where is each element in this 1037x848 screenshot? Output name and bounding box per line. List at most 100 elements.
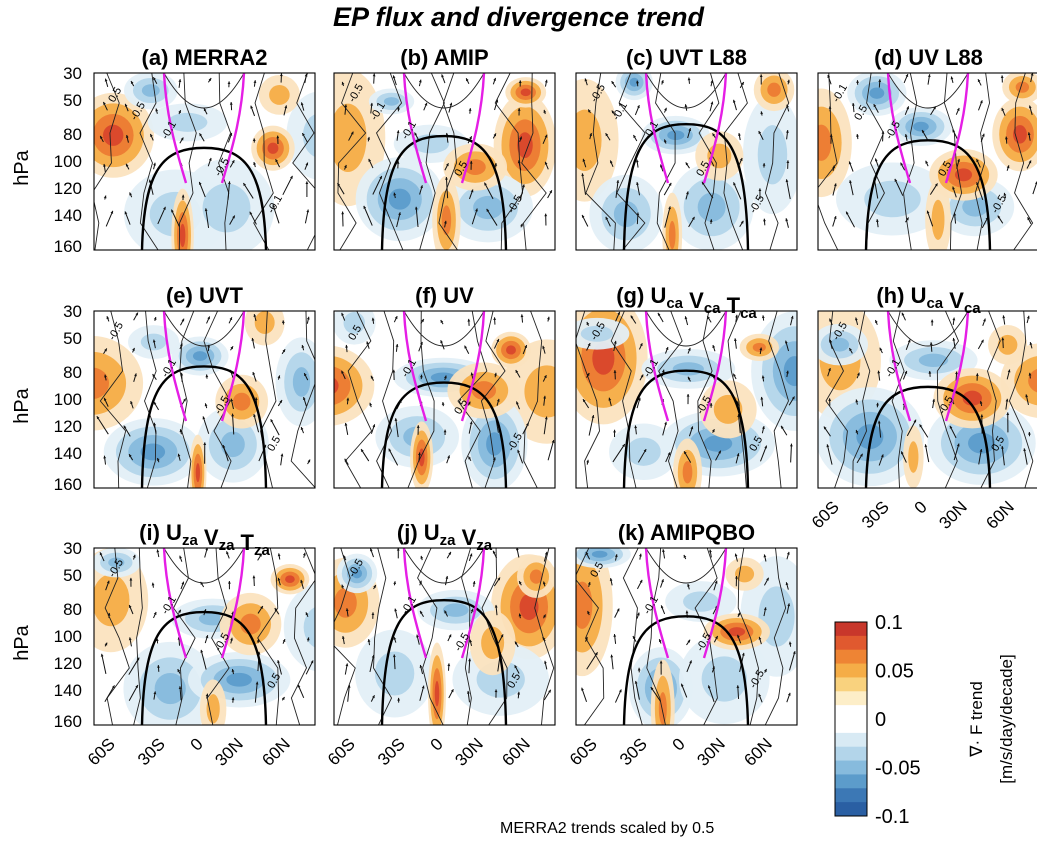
ep-flux-arrow [543,551,548,562]
ep-flux-arrow [900,451,907,463]
ep-flux-arrow [345,608,349,617]
contour-line [290,311,315,488]
ep-flux-arrow [369,654,375,673]
panel-title: (c) UVT L88 [626,45,747,70]
ep-flux-arrow [758,693,763,703]
ep-flux-arrow [132,347,135,353]
ep-flux-arrow [341,312,346,321]
ep-flux-arrow [517,108,521,116]
contour-line [375,73,404,250]
ep-flux-arrow [877,370,881,381]
ep-flux-arrow [106,316,110,322]
ep-flux-arrow [180,372,184,382]
ep-flux-arrow [178,686,182,701]
tropopause-line [622,369,750,488]
ep-flux-arrow [712,344,716,352]
ep-flux-arrow [153,162,156,170]
colorbar-unit: [m/s/day/decade] [997,654,1016,783]
ep-flux-arrow [926,210,934,227]
colorbar-tick: 0 [875,709,886,731]
ep-flux-arrow [582,158,587,168]
contour-line [658,311,683,488]
ep-flux-arrow [927,74,931,85]
ep-flux-arrow [392,369,396,381]
ep-flux-arrow [879,347,883,354]
y-tick-label: 120 [54,654,82,673]
panel-title: (g) Uca Vca Tca [616,283,757,322]
ep-flux-arrow [226,551,230,559]
ep-flux-arrow [300,426,305,434]
ep-flux-arrow [977,339,984,350]
contour-line [616,73,646,250]
ep-flux-arrow [542,581,546,587]
shading-region [244,311,285,346]
ep-flux-arrow [180,318,185,326]
ep-flux-arrow [1001,445,1005,466]
ep-flux-arrow [952,337,956,349]
ep-flux-arrow [423,102,428,111]
shading-region [742,95,797,215]
y-tick-label: 80 [63,125,82,144]
ep-flux-arrow [856,133,859,140]
ep-flux-arrow [684,316,689,326]
ep-flux-arrow [370,375,374,381]
contour-line [99,311,127,488]
ep-flux-arrow [519,184,525,200]
colorbar: 0.1 0.05 0 -0.05 -0.1 ∇· F trend [m/s/day/deca… [834,612,1016,828]
colorbar-tick: 0.1 [875,612,903,634]
ep-flux-arrow [610,654,614,670]
colorbar-swatch [835,732,867,748]
colorbar-tick: 0.05 [875,661,914,683]
ep-flux-arrow [636,397,641,409]
ep-flux-arrow [518,613,522,619]
shading-region [739,333,779,362]
y-tick-label: 160 [54,237,82,256]
ep-flux-arrow [227,580,231,590]
critical-line-south [644,548,670,659]
ep-flux-arrow [518,580,522,586]
ep-flux-arrow [448,689,454,699]
x-tick-label: 30N [451,734,486,769]
ep-flux-arrow [304,162,309,170]
contour-line [585,73,616,250]
ep-flux-arrow [344,663,349,675]
ep-flux-arrow [281,696,285,701]
ep-flux-arrow [470,608,474,614]
ep-flux-arrow [789,651,796,671]
contour-line [646,548,666,725]
ep-flux-arrow [156,457,160,463]
ep-flux-arrow [1023,448,1028,465]
ep-flux-arrow [277,399,283,407]
panel-title: (b) AMIP [400,45,488,70]
contour-line [974,73,991,250]
ep-flux-arrow [520,223,524,228]
ep-flux-arrow [249,211,257,225]
ep-flux-arrow [759,347,763,355]
ep-flux-arrow [492,457,496,463]
panel-frame [575,547,798,726]
contour-line [417,548,444,725]
panel-frame [817,72,1037,251]
ep-flux-arrow [786,551,790,560]
ep-flux-arrow [304,209,310,224]
contour-line [461,548,472,725]
ep-flux-arrow [638,342,643,350]
ep-flux-arrow [542,345,546,354]
y-tick-label: 80 [63,363,82,382]
ep-flux-arrow [664,107,667,113]
colorbar-swatch [835,622,867,637]
ep-flux-arrow [397,106,400,112]
ep-flux-arrow [788,396,795,406]
shading-region [443,143,508,191]
ep-flux-arrow [823,426,831,437]
panel-e: -0.5-0.1-0.50.5(e) UVT [93,283,316,489]
ep-flux-arrow [280,453,284,466]
contour-line [179,311,195,488]
ep-flux-arrow [615,180,620,198]
contour-line [163,548,245,584]
y-tick-label: 160 [54,712,82,731]
ep-flux-arrow [493,317,497,325]
ep-flux-arrow [360,448,370,462]
critical-line-north [702,73,728,184]
ep-flux-arrow [737,612,741,618]
